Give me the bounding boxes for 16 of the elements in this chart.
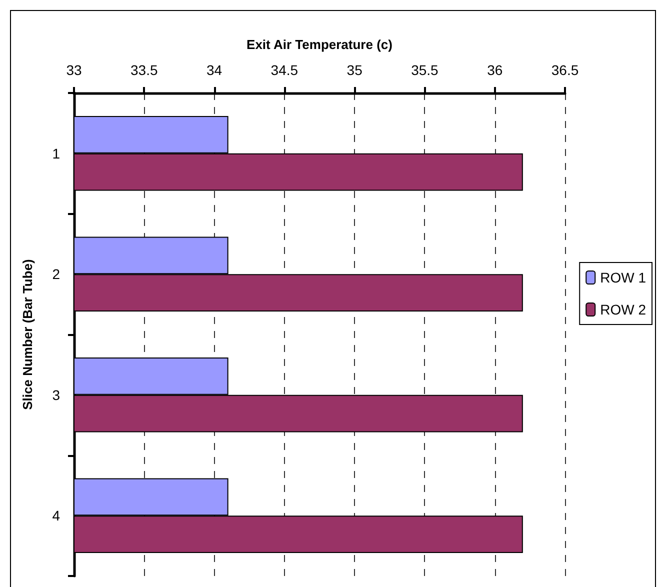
x-tick-label: 35 [346,62,363,78]
y-tick-label: 4 [52,508,60,524]
x-tick-label: 33 [66,62,82,78]
legend-label: ROW 1 [600,270,646,286]
x-tick-label: 34 [206,62,222,78]
legend-label: ROW 2 [600,302,646,318]
x-tick-label: 35.5 [411,62,439,78]
x-tick-label: 36 [487,62,503,78]
y-tick-label: 3 [52,386,60,403]
y-tick-label: 1 [52,145,60,162]
y-tick-label: 2 [52,266,60,282]
x-axis-title: Exit Air Temperature (c) [246,37,392,52]
x-tick-label: 34.5 [270,62,298,78]
x-tick-label: 33.5 [130,62,158,78]
y-axis-title: Slice Number (Bar Tube) [20,259,35,410]
x-tick-label: 36.5 [551,62,579,78]
